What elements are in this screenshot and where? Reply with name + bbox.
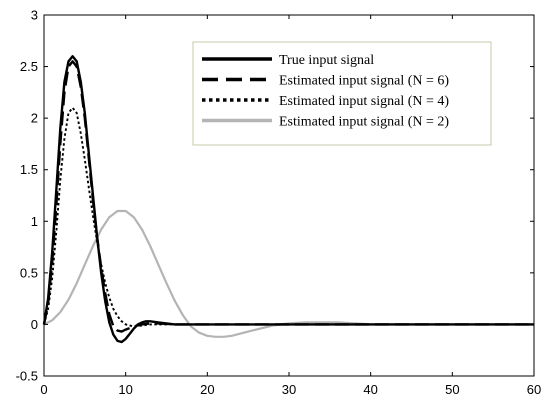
tick-layer: 0 10 20 30 40 50 60-0.500.511.522.53 bbox=[16, 8, 542, 398]
series-layer bbox=[42, 55, 534, 344]
y-tick-label: 0 bbox=[31, 317, 38, 332]
x-tick-label: 20 bbox=[200, 382, 214, 397]
y-tick-label: 0.5 bbox=[20, 265, 38, 280]
y-tick-label: 2 bbox=[31, 111, 38, 126]
y-tick-label: 2.5 bbox=[20, 59, 38, 74]
x-tick-label: 50 bbox=[445, 382, 459, 397]
y-tick-label: 1.5 bbox=[20, 162, 38, 177]
legend: True input signal Estimated input signal … bbox=[192, 41, 492, 146]
x-tick-label: 40 bbox=[363, 382, 377, 397]
y-tick-label: -0.5 bbox=[16, 369, 38, 384]
x-tick-label: 60 bbox=[527, 382, 541, 397]
y-tick-label: 1 bbox=[31, 214, 38, 229]
legend-label-4: Estimated input signal (N = 2) bbox=[279, 115, 449, 130]
series-line-1 bbox=[42, 55, 534, 344]
legend-label-2: Estimated input signal (N = 6) bbox=[279, 74, 449, 89]
y-tick-label: 3 bbox=[31, 8, 38, 23]
legend-label-3: Estimated input signal (N = 4) bbox=[279, 94, 449, 109]
x-tick-label: 30 bbox=[282, 382, 296, 397]
x-tick-label: 10 bbox=[118, 382, 132, 397]
series-line-4 bbox=[43, 209, 534, 338]
x-tick-label: 0 bbox=[40, 382, 47, 397]
legend-label-1: True input signal bbox=[279, 53, 374, 68]
